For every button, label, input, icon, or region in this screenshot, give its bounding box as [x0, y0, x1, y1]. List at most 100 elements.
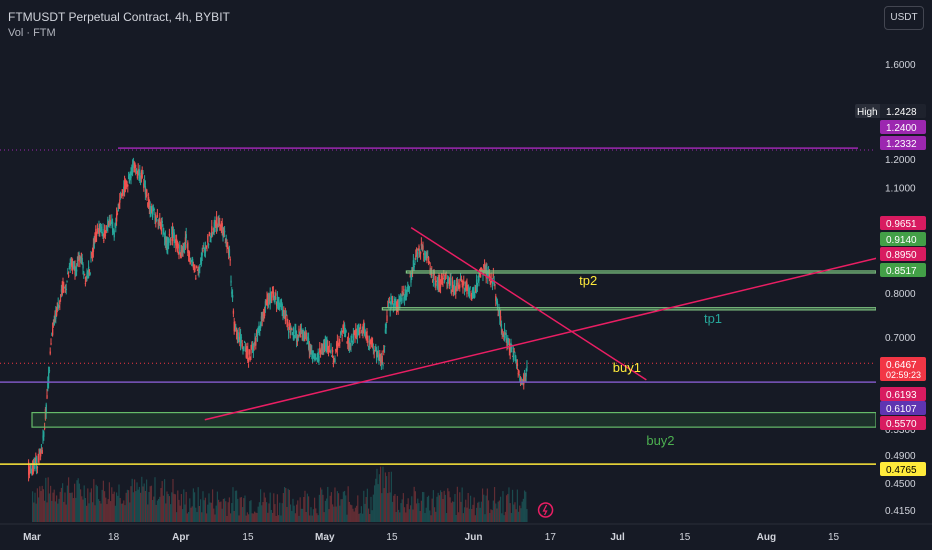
volume-bar — [311, 515, 313, 522]
candle-body — [410, 277, 412, 283]
annotation-buy2[interactable]: buy2 — [646, 433, 674, 448]
price-badge — [880, 263, 926, 277]
volume-bar — [161, 481, 163, 522]
candle-body — [491, 278, 494, 285]
candle-body — [228, 249, 231, 257]
volume-bar — [501, 513, 503, 522]
annotation-tp1[interactable]: tp1 — [704, 311, 722, 326]
candle-body — [51, 328, 54, 336]
volume-bar — [361, 513, 364, 522]
candle-body — [509, 344, 511, 353]
candle-body — [139, 181, 142, 183]
volume-bar — [185, 491, 187, 522]
candle-body — [86, 272, 88, 277]
candle-body — [28, 462, 30, 476]
candle-body — [357, 326, 359, 331]
volume-bar — [52, 492, 54, 522]
candle-body — [261, 313, 263, 322]
candle-body — [371, 342, 374, 344]
volume-bar — [186, 513, 188, 522]
volume-bar — [95, 484, 97, 522]
candle-body — [231, 291, 233, 294]
candle-body — [63, 287, 66, 289]
volume-bar — [419, 510, 421, 522]
candle-body — [45, 404, 47, 414]
candle-body — [351, 340, 354, 342]
candle-body — [187, 242, 189, 253]
candle-body — [232, 310, 235, 314]
candle-body — [188, 251, 191, 258]
volume-bar — [520, 508, 522, 522]
candle-body — [248, 349, 251, 355]
volume-bar — [157, 499, 160, 522]
candle-body — [342, 325, 344, 329]
candle-body — [251, 344, 254, 353]
candle-body — [239, 334, 242, 347]
volume-bar — [43, 500, 46, 522]
candle-body — [311, 351, 313, 354]
candle-body — [212, 228, 215, 230]
candle-body — [264, 301, 267, 308]
candle-body — [276, 296, 279, 305]
volume-bar — [381, 493, 383, 522]
candle-body — [102, 228, 104, 234]
annotation-buy1[interactable]: buy1 — [613, 360, 641, 375]
candle-body — [287, 322, 289, 327]
candle-body — [439, 279, 441, 288]
volume-bar — [312, 509, 314, 522]
volume-bar — [477, 502, 479, 522]
candle-body — [273, 297, 275, 299]
candle-body — [513, 350, 515, 353]
volume-bar — [516, 489, 518, 522]
candle-body — [143, 180, 146, 185]
candle-body — [263, 309, 266, 316]
candle-body — [192, 264, 195, 269]
volume-bar — [233, 510, 235, 522]
candle-body — [71, 262, 73, 268]
currency-button[interactable]: USDT — [884, 6, 924, 30]
volume-bar — [196, 512, 198, 522]
candle-body — [277, 301, 279, 306]
candle-body — [385, 323, 387, 329]
candle-body — [319, 349, 322, 352]
candle-body — [61, 285, 63, 295]
volume-bar — [465, 499, 467, 522]
descending-trendline[interactable] — [410, 226, 647, 381]
candle-body — [364, 334, 367, 336]
candle-body — [215, 221, 217, 227]
annotation-tp2[interactable]: tp2 — [579, 273, 597, 288]
candle-body — [441, 275, 443, 285]
alert-icon[interactable] — [537, 502, 554, 518]
candle-body — [359, 324, 362, 326]
candle-body — [415, 255, 417, 258]
candle-body — [146, 194, 148, 196]
candle-body — [135, 170, 138, 172]
volume-bar — [201, 512, 203, 522]
volume-bar — [430, 515, 432, 522]
ascending-trendline[interactable] — [204, 255, 887, 421]
candle-body — [403, 289, 405, 291]
tp1-zone[interactable] — [381, 307, 877, 311]
buy2-zone[interactable] — [31, 411, 877, 428]
volume-bar — [143, 483, 145, 522]
candle-body — [506, 342, 508, 346]
tp2-zone[interactable] — [405, 270, 877, 274]
volume-bar — [359, 513, 361, 522]
volume-bar — [481, 488, 484, 522]
candle-body — [282, 312, 284, 314]
candle-body — [344, 329, 347, 337]
volume-bar — [291, 510, 293, 522]
candle-body — [466, 282, 468, 295]
candle-body — [301, 335, 303, 338]
candle-body — [159, 218, 161, 223]
candle-body — [247, 348, 249, 361]
time-axis[interactable] — [0, 524, 932, 550]
volume-bar — [117, 495, 119, 522]
volume-bar — [269, 492, 271, 522]
candle-body — [293, 337, 295, 339]
volume-bar — [173, 493, 175, 522]
volume-bar — [123, 500, 125, 522]
candle-body — [130, 171, 132, 179]
candle-body — [350, 340, 352, 347]
